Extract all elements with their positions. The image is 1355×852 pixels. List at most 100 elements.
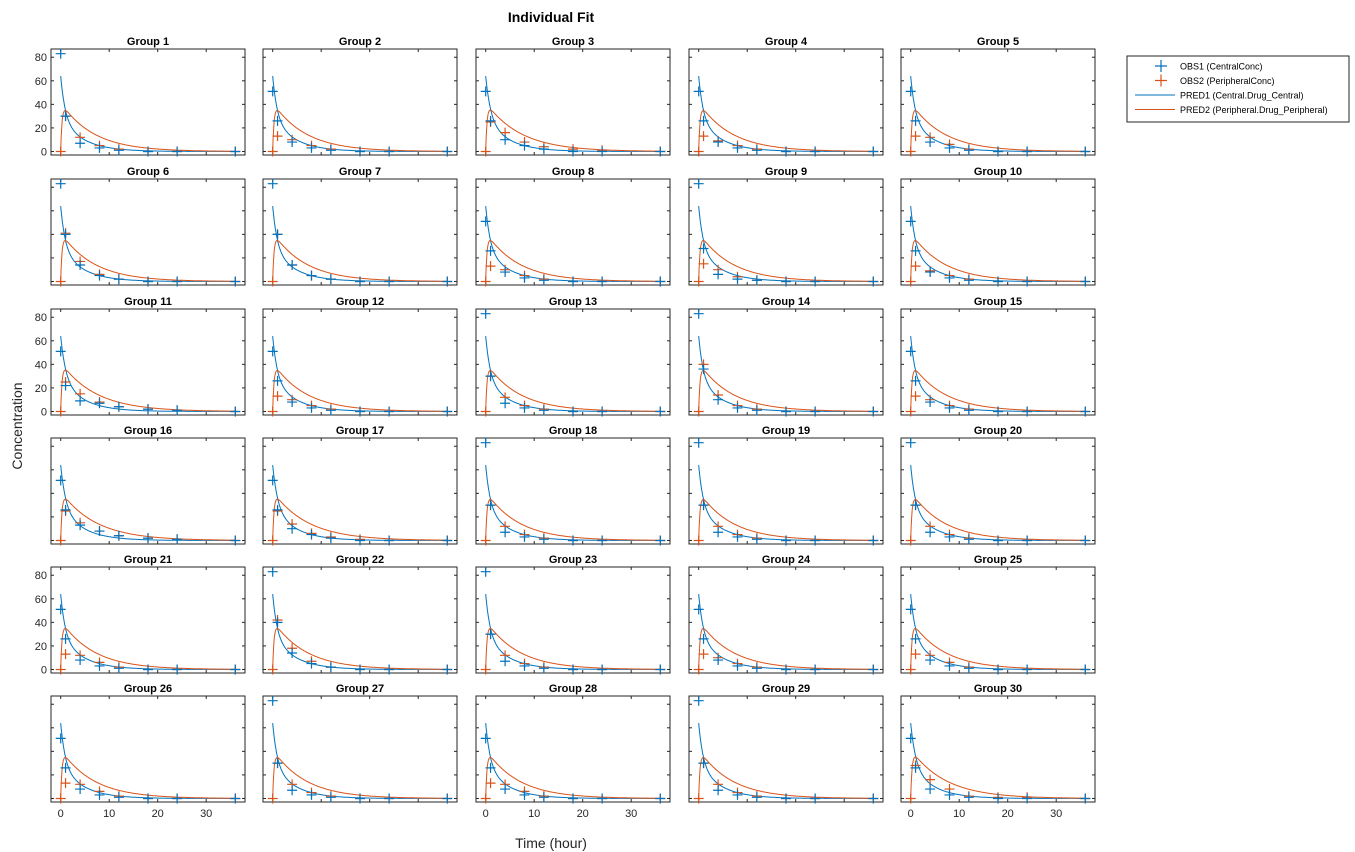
y-tick-label: 80: [35, 52, 47, 64]
x-tick-label: 0: [483, 808, 489, 820]
panel-group-1: Group 1 0 20 40 60 80: [35, 36, 246, 158]
obs1-point: [963, 663, 974, 674]
obs1-point: [781, 276, 791, 287]
obs1-point: [713, 527, 724, 538]
panel-group-25: Group 25: [900, 554, 1096, 675]
obs1-point: [55, 475, 66, 486]
obs1-point: [355, 664, 365, 675]
obs1-point: [113, 530, 124, 541]
obs1-point: [384, 535, 395, 546]
y-tick-label: 20: [35, 641, 47, 653]
panel-group-3: Group 3: [475, 36, 671, 157]
obs2-point: [55, 146, 66, 157]
panel-group-24: Group 24: [688, 554, 884, 675]
obs1-point: [143, 793, 153, 804]
obs1-point: [1080, 146, 1091, 157]
panel-group-4: Group 4: [688, 36, 884, 157]
obs1-point: [910, 762, 921, 773]
obs1-point: [944, 789, 955, 800]
panel-title: Group 9: [765, 166, 807, 178]
obs1-point: [568, 276, 578, 287]
obs1-point: [113, 401, 124, 412]
obs1-point: [287, 785, 298, 796]
obs1-point: [963, 275, 974, 286]
obs1-point: [113, 145, 124, 156]
obs1-point: [1022, 664, 1033, 675]
obs2-point: [55, 406, 66, 417]
legend-entry: PRED2 (Peripheral.Drug_Peripheral): [1135, 105, 1328, 115]
obs1-point: [1080, 664, 1091, 675]
obs1-point: [963, 145, 974, 156]
obs1-point: [60, 504, 71, 515]
obs1-point: [384, 406, 395, 417]
obs1-point: [230, 793, 241, 804]
obs1-point: [75, 395, 86, 406]
obs1-point: [60, 633, 71, 644]
obs1-point: [272, 115, 283, 126]
panel-axes-box: [688, 566, 884, 674]
obs2-point: [60, 649, 71, 660]
obs1-point: [172, 793, 183, 804]
obs1-point: [751, 405, 762, 416]
obs1-point: [325, 662, 336, 673]
x-tick-label: 30: [200, 808, 212, 820]
obs1-point: [500, 398, 511, 409]
obs1-point: [172, 405, 183, 416]
obs1-point: [500, 134, 511, 145]
x-tick-label: 0: [58, 808, 64, 820]
obs1-point: [500, 527, 511, 538]
obs1-point: [568, 146, 578, 157]
obs1-point: [698, 758, 709, 769]
obs1-point: [693, 437, 704, 448]
obs1-point: [306, 529, 317, 540]
obs1-point: [925, 397, 936, 408]
obs1-point: [698, 364, 709, 375]
obs1-point: [272, 504, 283, 515]
panel-title: Group 5: [977, 36, 1019, 48]
obs2-point: [693, 535, 704, 546]
panel-group-23: Group 23: [475, 554, 671, 675]
obs1-point: [485, 245, 496, 256]
panel-title: Group 17: [336, 425, 384, 437]
obs1-point: [519, 140, 530, 151]
obs1-point: [1022, 535, 1033, 546]
obs1-point: [480, 308, 491, 319]
obs1-point: [143, 146, 153, 157]
obs2-point: [905, 664, 916, 675]
obs1-point: [698, 243, 709, 254]
obs1-point: [868, 664, 879, 675]
figure-title: Individual Fit: [508, 9, 595, 25]
obs1-point: [905, 733, 916, 744]
obs1-point: [442, 406, 453, 417]
obs1-point: [75, 259, 86, 270]
obs1-point: [597, 793, 608, 804]
obs1-point: [810, 406, 821, 417]
obs1-point: [810, 535, 821, 546]
panel-group-21: Group 21 0 20 40 60 80: [35, 554, 246, 676]
obs1-point: [172, 276, 183, 287]
obs2-point: [55, 276, 66, 287]
obs1-point: [1022, 793, 1033, 804]
obs2-point: [693, 664, 704, 675]
panel-axes-box: [50, 437, 246, 545]
obs2-point: [925, 774, 936, 785]
panel-axes-box: [475, 178, 671, 286]
obs1-point: [1080, 276, 1091, 287]
obs1-point: [868, 146, 879, 157]
obs1-point: [94, 660, 105, 671]
obs1-point: [143, 533, 153, 544]
panel-group-18: Group 18: [475, 425, 671, 546]
obs1-point: [732, 789, 743, 800]
panel-group-30: Group 30 0 10 20 30: [900, 683, 1096, 820]
y-tick-label: 60: [35, 336, 47, 348]
obs1-point: [306, 142, 317, 153]
obs1-point: [306, 658, 317, 669]
obs1-point: [910, 115, 921, 126]
obs1-point: [1080, 535, 1091, 546]
obs1-point: [143, 276, 153, 287]
panel-axes-box: [262, 48, 458, 156]
panel-axes-box: [900, 178, 1096, 286]
obs1-point: [1080, 406, 1091, 417]
